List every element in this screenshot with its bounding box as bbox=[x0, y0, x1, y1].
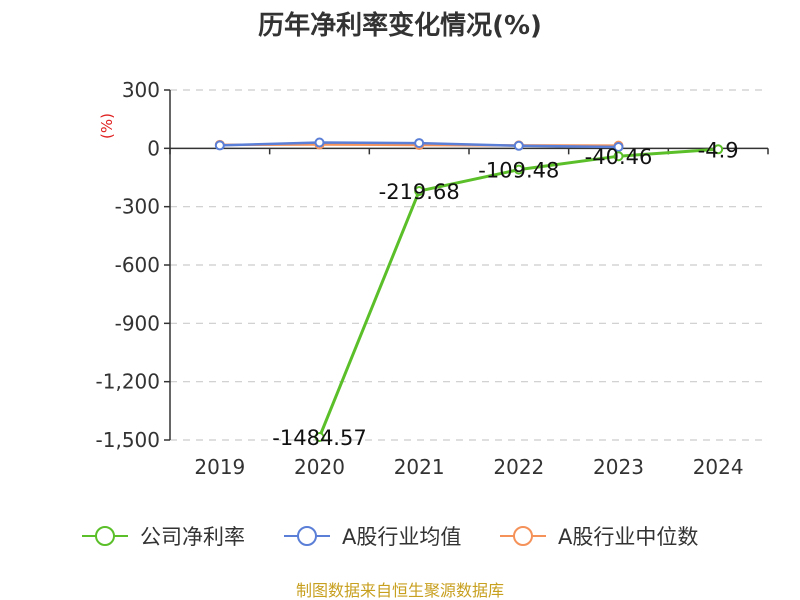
x-tick-label: 2023 bbox=[593, 455, 644, 479]
legend-swatch-marker bbox=[513, 526, 533, 546]
legend-label: A股行业均值 bbox=[342, 525, 461, 549]
data-label: -109.48 bbox=[478, 159, 559, 183]
source-note: 制图数据来自恒生聚源数据库 bbox=[296, 581, 504, 600]
gridlines bbox=[170, 89, 768, 441]
data-point bbox=[314, 431, 325, 442]
data-label: -4.9 bbox=[698, 138, 739, 162]
data-labels: -1484.57 -219.68 -109.48 -40.46 -4.9 bbox=[272, 138, 738, 450]
data-point bbox=[414, 186, 425, 197]
data-label: -1484.57 bbox=[272, 426, 366, 450]
x-tick-labels: 2019 2020 2021 2022 2023 2024 bbox=[194, 455, 743, 479]
legend: 公司净利率 A股行业均值 A股行业中位数 bbox=[82, 525, 698, 549]
data-point bbox=[513, 164, 524, 175]
data-point bbox=[613, 151, 624, 162]
data-point bbox=[713, 144, 724, 155]
y-tick-label: -1,500 bbox=[96, 428, 160, 452]
legend-label: A股行业中位数 bbox=[558, 525, 698, 549]
y-tick-label: -600 bbox=[115, 253, 160, 277]
y-tick-label: -300 bbox=[115, 195, 160, 219]
legend-label: 公司净利率 bbox=[140, 525, 245, 549]
x-tick-label: 2019 bbox=[194, 455, 245, 479]
y-tick-label: -900 bbox=[115, 311, 160, 335]
y-axis-unit: (%) bbox=[98, 113, 116, 139]
y-tick-label: 300 bbox=[122, 78, 160, 102]
series bbox=[214, 137, 724, 442]
y-tick-label: -1,200 bbox=[96, 370, 160, 394]
chart-title: 历年净利率变化情况(%) bbox=[258, 10, 542, 41]
data-label: -219.68 bbox=[379, 180, 460, 204]
legend-swatch-marker bbox=[95, 526, 115, 546]
data-point bbox=[314, 137, 325, 148]
legend-swatch-marker bbox=[297, 526, 317, 546]
data-label: -40.46 bbox=[585, 145, 653, 169]
data-point bbox=[613, 141, 624, 152]
y-tick-labels: 300 0 -300 -600 -900 -1,200 -1,500 bbox=[96, 78, 160, 452]
axes bbox=[164, 89, 769, 441]
data-point bbox=[513, 140, 524, 151]
data-point bbox=[214, 140, 225, 151]
x-tick-label: 2020 bbox=[294, 455, 345, 479]
y-tick-label: 0 bbox=[147, 136, 160, 160]
data-point bbox=[414, 138, 425, 149]
x-tick-label: 2022 bbox=[493, 455, 544, 479]
x-tick-label: 2021 bbox=[394, 455, 445, 479]
x-tick-label: 2024 bbox=[693, 455, 744, 479]
